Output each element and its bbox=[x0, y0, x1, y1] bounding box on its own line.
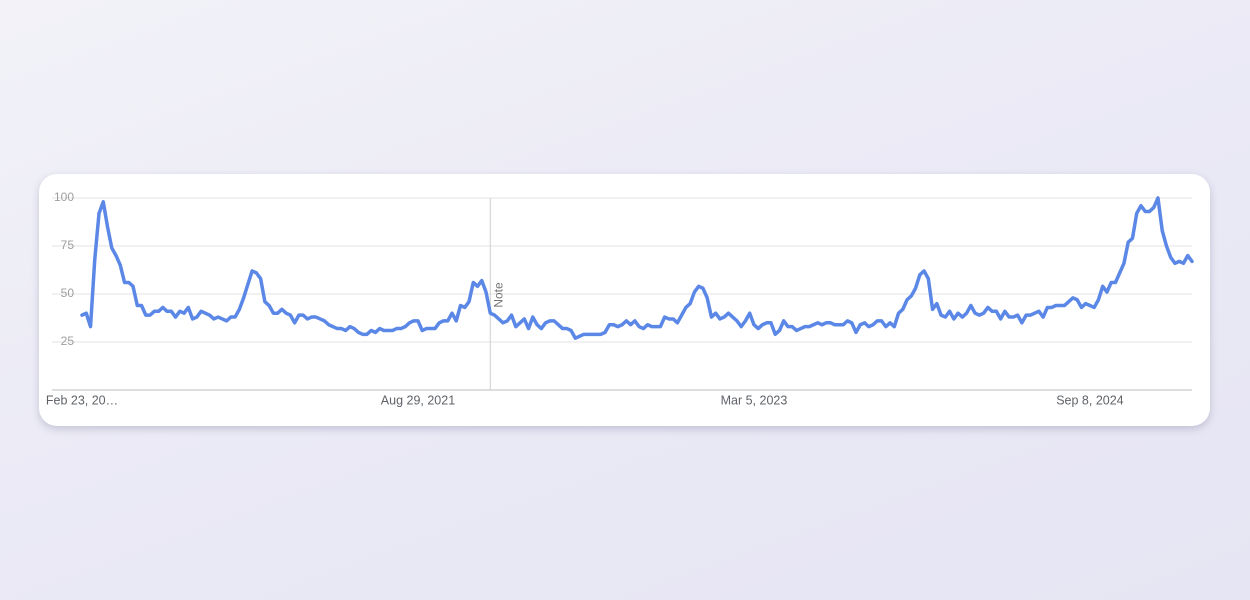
x-tick-label: Feb 23, 20… bbox=[46, 393, 118, 407]
y-tick-label: 25 bbox=[61, 334, 75, 348]
annotation-text: Note bbox=[491, 282, 505, 308]
x-tick-label: Sep 8, 2024 bbox=[1056, 393, 1123, 407]
y-tick-label: 100 bbox=[54, 190, 74, 204]
x-tick-label: Mar 5, 2023 bbox=[721, 393, 788, 407]
y-tick-label: 50 bbox=[61, 286, 75, 300]
chart-card bbox=[39, 174, 1210, 426]
y-tick-label: 75 bbox=[61, 238, 75, 252]
trend-line bbox=[80, 196, 1194, 340]
x-tick-label: Aug 29, 2021 bbox=[381, 393, 455, 407]
